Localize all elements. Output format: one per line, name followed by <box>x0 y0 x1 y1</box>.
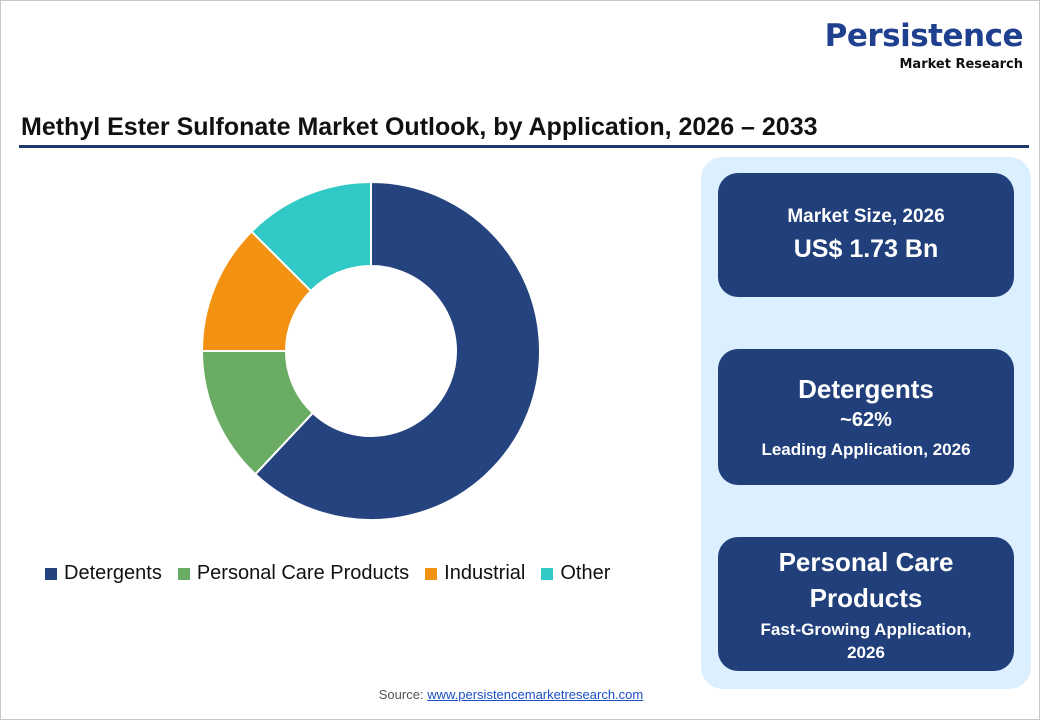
legend-label: Other <box>560 562 611 584</box>
source-label: Source: <box>378 687 424 702</box>
source-note: Source: www.persistencemarketresearch.co… <box>1 687 1021 702</box>
logo-name: Persistence <box>824 18 1024 54</box>
logo-subtitle: Market Research <box>899 57 1024 72</box>
donut-chart <box>200 180 541 521</box>
leading-application-card: Detergents ~62% Leading Application, 202… <box>718 349 1014 485</box>
source-link[interactable]: www.persistencemarketresearch.com <box>427 687 644 702</box>
card-title: Detergents <box>798 374 934 404</box>
card-title: Personal Care Products <box>778 547 954 613</box>
card-label: Leading Application, 2026 <box>761 440 971 459</box>
legend-label: Industrial <box>444 562 526 584</box>
card-value: ~62% <box>840 409 892 431</box>
legend-swatch <box>541 567 554 580</box>
card-value: US$ 1.73 Bn <box>793 235 939 263</box>
donut-slice-other <box>250 180 372 293</box>
legend-item-other: Other <box>541 562 610 585</box>
legend-swatch <box>45 567 57 580</box>
card-label: Market Size, 2026 <box>787 206 945 227</box>
legend-label: Detergents <box>64 562 162 584</box>
legend-swatch <box>425 567 438 580</box>
market-size-card: Market Size, 2026 US$ 1.73 Bn <box>718 173 1014 297</box>
card-label: Fast-Growing Application, 2026 <box>760 620 972 662</box>
donut-slice-detergents <box>253 180 541 521</box>
legend-item-detergents: Detergents <box>45 562 162 585</box>
fast-growing-card: Personal Care Products Fast-Growing Appl… <box>718 537 1014 671</box>
chart-title: Methyl Ester Sulfonate Market Outlook, b… <box>21 113 818 141</box>
legend-swatch <box>177 567 190 580</box>
title-divider <box>19 145 1029 148</box>
legend-item-industrial: Industrial <box>425 562 525 585</box>
legend: Detergents Personal Care Products Indust… <box>45 562 610 585</box>
legend-label: Personal Care Products <box>196 562 410 584</box>
persistence-logo: Persistence Market Research <box>824 17 1024 73</box>
legend-item-personal-care: Personal Care Products <box>177 562 410 585</box>
